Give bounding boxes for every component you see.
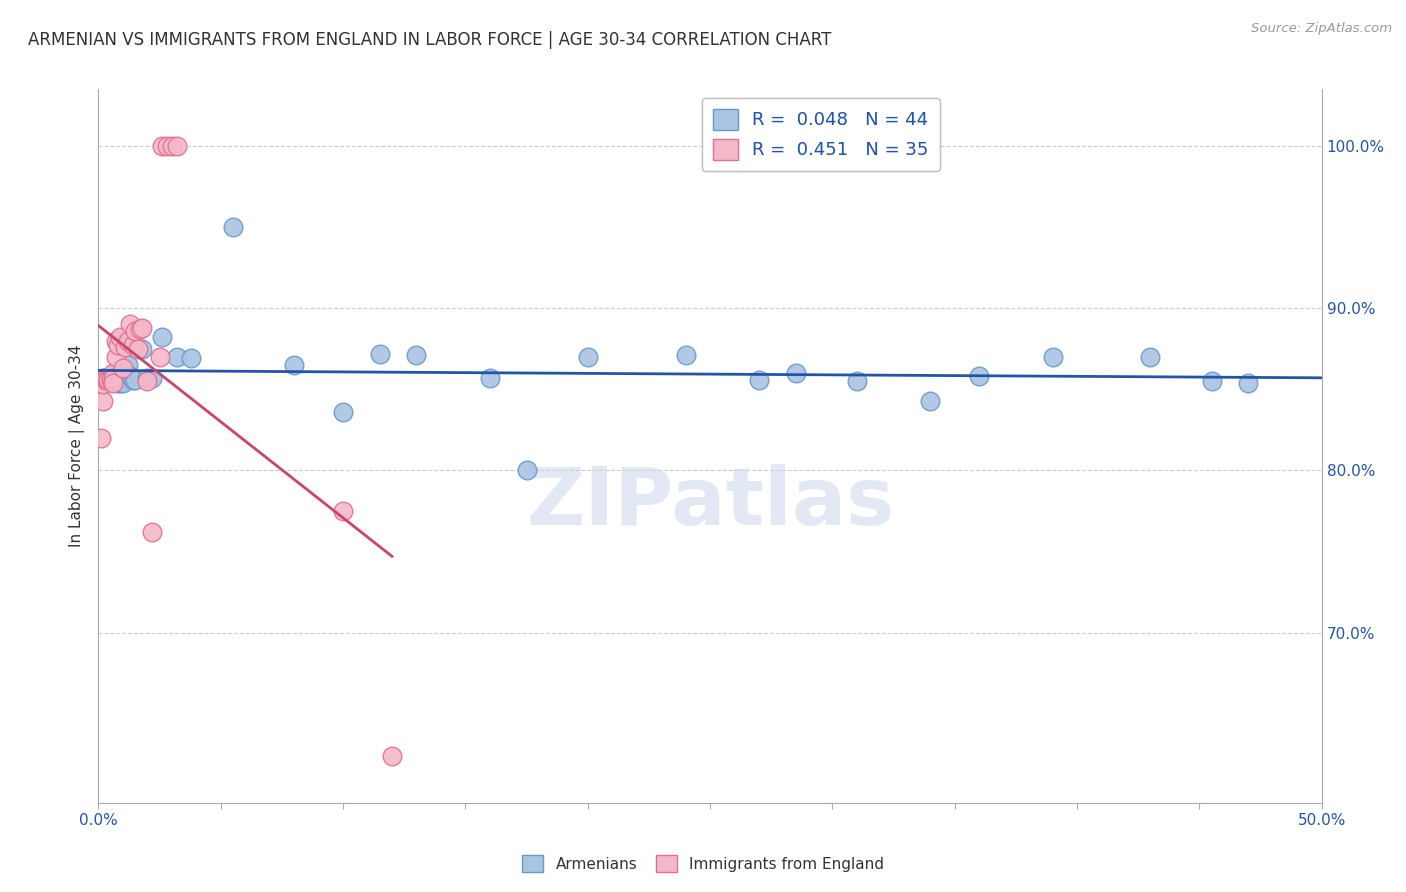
Text: ARMENIAN VS IMMIGRANTS FROM ENGLAND IN LABOR FORCE | AGE 30-34 CORRELATION CHART: ARMENIAN VS IMMIGRANTS FROM ENGLAND IN L… <box>28 31 831 49</box>
Point <box>381 748 404 763</box>
Point <box>1139 350 1161 364</box>
Point <box>478 371 501 385</box>
Point <box>100 371 122 385</box>
Point <box>91 377 114 392</box>
Point <box>91 393 114 408</box>
Text: ZIPatlas: ZIPatlas <box>526 464 894 542</box>
Point <box>920 393 942 408</box>
Point <box>107 376 129 390</box>
Point <box>94 371 117 385</box>
Point <box>332 504 354 518</box>
Point <box>101 371 124 385</box>
Point <box>129 322 152 336</box>
Point <box>405 348 427 362</box>
Point <box>127 342 149 356</box>
Point <box>94 371 117 385</box>
Legend: R =  0.048   N = 44, R =  0.451   N = 35: R = 0.048 N = 44, R = 0.451 N = 35 <box>702 98 939 170</box>
Point <box>967 369 990 384</box>
Point <box>675 348 697 362</box>
Point <box>141 371 163 385</box>
Point <box>131 342 153 356</box>
Point <box>97 371 120 385</box>
Point <box>141 524 163 539</box>
Legend: Armenians, Immigrants from England: Armenians, Immigrants from England <box>515 847 891 880</box>
Point <box>166 139 188 153</box>
Point <box>149 350 172 364</box>
Point <box>100 371 122 385</box>
Point <box>101 371 124 385</box>
Point <box>166 350 188 364</box>
Point <box>110 376 132 390</box>
Point <box>785 366 807 380</box>
Point <box>117 358 139 372</box>
Point <box>1042 350 1064 364</box>
Point <box>124 324 146 338</box>
Point <box>1237 376 1260 390</box>
Point <box>104 334 127 348</box>
Point <box>104 350 127 364</box>
Point <box>101 376 124 390</box>
Point <box>156 139 179 153</box>
Point <box>222 220 245 235</box>
Point <box>121 372 143 386</box>
Text: Source: ZipAtlas.com: Source: ZipAtlas.com <box>1251 22 1392 36</box>
Point <box>332 405 354 419</box>
Point <box>150 139 173 153</box>
Point <box>114 366 136 380</box>
Point <box>131 320 153 334</box>
Point <box>180 351 202 366</box>
Point <box>136 374 159 388</box>
Point <box>120 369 142 384</box>
Point <box>121 338 143 352</box>
Point <box>515 463 537 477</box>
Point <box>845 374 868 388</box>
Point <box>94 372 117 386</box>
Point <box>111 371 134 385</box>
Point <box>150 330 173 344</box>
Point <box>100 371 122 385</box>
Point <box>97 371 120 385</box>
Point <box>101 366 124 380</box>
Point <box>114 340 136 354</box>
Point <box>748 372 770 386</box>
Point <box>124 372 146 386</box>
Point <box>120 318 142 332</box>
Point <box>368 346 391 360</box>
Point <box>111 361 134 376</box>
Point <box>117 334 139 348</box>
Point <box>90 431 112 445</box>
Point <box>107 338 129 352</box>
Point <box>90 372 112 386</box>
Point <box>94 371 117 385</box>
Point <box>94 371 117 385</box>
Point <box>107 371 129 385</box>
Point <box>110 330 132 344</box>
Point <box>136 371 159 385</box>
Point <box>100 372 122 386</box>
Point <box>91 371 114 385</box>
Point <box>104 366 127 380</box>
Point <box>576 350 599 364</box>
Point <box>91 371 114 385</box>
Point <box>1201 374 1223 388</box>
Y-axis label: In Labor Force | Age 30-34: In Labor Force | Age 30-34 <box>69 344 86 548</box>
Point <box>160 139 183 153</box>
Point <box>111 376 134 390</box>
Point <box>97 372 120 386</box>
Point <box>283 358 305 372</box>
